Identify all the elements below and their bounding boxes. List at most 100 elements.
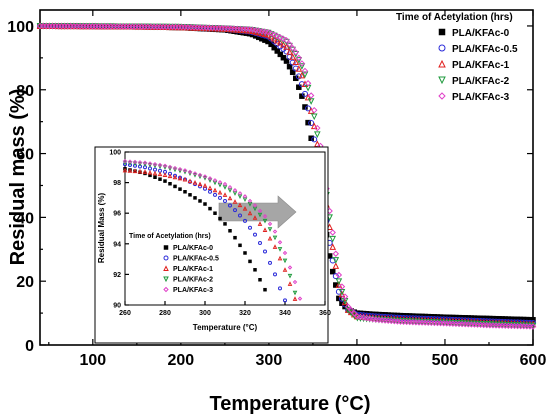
main-data-point: [311, 136, 318, 143]
main-x-tick-label: 500: [432, 352, 459, 369]
inset-data-point: [218, 216, 222, 221]
inset-data-point: [238, 243, 242, 248]
main-data-point: [271, 44, 277, 51]
inset-data-point: [222, 181, 228, 187]
main-data-point: [335, 271, 343, 279]
inset-data-point: [202, 183, 208, 188]
inset-data-point: [238, 213, 242, 218]
main-data-point: [264, 28, 272, 36]
inset-data-point: [162, 165, 168, 170]
inset-x-tick-label: 320: [239, 310, 251, 317]
main-data-point: [301, 71, 309, 79]
inset-data-point: [208, 189, 212, 194]
main-data-point: [314, 131, 321, 139]
main-legend-label: PLA/KFAc-1: [452, 60, 510, 71]
main-legend-title: Time of Acetylation (hrs): [396, 12, 513, 23]
main-data-point: [347, 306, 355, 314]
main-data-point: [273, 36, 281, 44]
inset-data-point: [212, 187, 218, 193]
inset-data-point: [187, 169, 193, 175]
inset-legend-marker: [163, 245, 169, 250]
inset-data-point: [292, 296, 298, 301]
main-data-point: [308, 119, 315, 126]
main-data-point: [335, 281, 343, 288]
inset-data-point: [122, 160, 128, 166]
inset-legend-marker: [163, 265, 169, 271]
main-data-point: [268, 41, 274, 48]
inset-data-point: [257, 208, 263, 214]
inset-data-point: [262, 227, 268, 233]
inset-data-point: [287, 273, 293, 279]
inset-data-point: [268, 260, 272, 265]
main-data-point: [301, 67, 309, 75]
inset-data-point: [243, 251, 247, 255]
inset-data-point: [192, 171, 198, 176]
main-legend-marker: [438, 92, 446, 100]
inset-data-point: [127, 161, 133, 166]
main-data-point: [336, 295, 342, 302]
inset-data-point: [213, 192, 217, 197]
inset-data-point: [202, 176, 208, 181]
inset-legend-label: PLA/KFAc-1: [173, 266, 213, 273]
inset-data-point: [192, 172, 198, 178]
main-data-point: [277, 34, 284, 41]
inset-data-point: [237, 191, 243, 196]
main-legend-marker: [438, 76, 446, 85]
main-data-point: [283, 58, 290, 64]
inset-data-point: [213, 211, 217, 215]
inset-data-point: [277, 247, 283, 252]
main-data-point: [310, 113, 318, 121]
inset-data-point: [262, 214, 268, 219]
inset-data-point: [167, 166, 173, 172]
main-data-point: [295, 73, 302, 80]
inset-data-point: [127, 159, 133, 164]
main-y-tick-label: 60: [16, 147, 34, 164]
main-data-point: [304, 80, 312, 87]
main-data-point: [310, 122, 318, 130]
inset-data-point: [252, 203, 258, 208]
main-x-tick-label: 200: [168, 352, 195, 369]
inset-data-point: [282, 250, 288, 256]
main-data-point: [280, 35, 287, 43]
main-data-point: [292, 58, 300, 66]
main-data-point: [270, 31, 278, 38]
inset-data-point: [277, 255, 283, 261]
main-y-tick-label: 40: [16, 210, 34, 227]
inset-legend-title: Time of Acetylation (hrs): [129, 233, 211, 240]
inset-y-axis-title: Residual Mass (%): [97, 193, 106, 264]
inset-data-point: [163, 179, 167, 183]
main-legend-label: PLA/KFAc-0: [452, 28, 510, 39]
inset-data-point: [237, 202, 243, 208]
main-data-point: [280, 41, 287, 48]
main-data-point: [286, 48, 293, 55]
main-data-point: [274, 48, 281, 54]
inset-legend-label: PLA/KFAc-0.5: [173, 256, 219, 263]
inset-data-point: [193, 196, 197, 200]
inset-data-point: [152, 162, 158, 167]
inset-data-point: [158, 177, 162, 181]
inset-data-point: [217, 189, 223, 195]
inset-data-point: [142, 162, 148, 167]
inset-legend: Time of Acetylation (hrs) PLA/KFAc-0 PLA/K…: [129, 233, 219, 294]
main-data-point: [283, 43, 290, 50]
inset-data-point: [283, 298, 287, 303]
inset-data-point: [258, 241, 262, 246]
inset-data-point: [228, 229, 232, 233]
main-data-point: [298, 60, 306, 67]
main-legend-label: PLA/KFAc-2: [452, 76, 510, 87]
inset-x-tick-label: 340: [279, 310, 291, 317]
inset-data-point: [207, 178, 213, 183]
inset-data-point: [287, 281, 293, 286]
inset-data-point: [137, 161, 143, 167]
main-x-axis-title: Temperature (°C): [210, 393, 371, 415]
main-data-point: [307, 92, 315, 99]
inset-data-point: [187, 178, 193, 184]
inset-data-point: [207, 185, 213, 190]
inset-data-point: [227, 184, 233, 190]
main-data-point: [270, 34, 278, 42]
main-data-point: [298, 63, 306, 70]
inset-data-point: [203, 202, 207, 206]
inset-data-point: [173, 173, 177, 178]
inset-series-PLA/KFAc-1: [122, 167, 298, 301]
main-y-axis-title: Residual mass (%): [7, 89, 29, 266]
